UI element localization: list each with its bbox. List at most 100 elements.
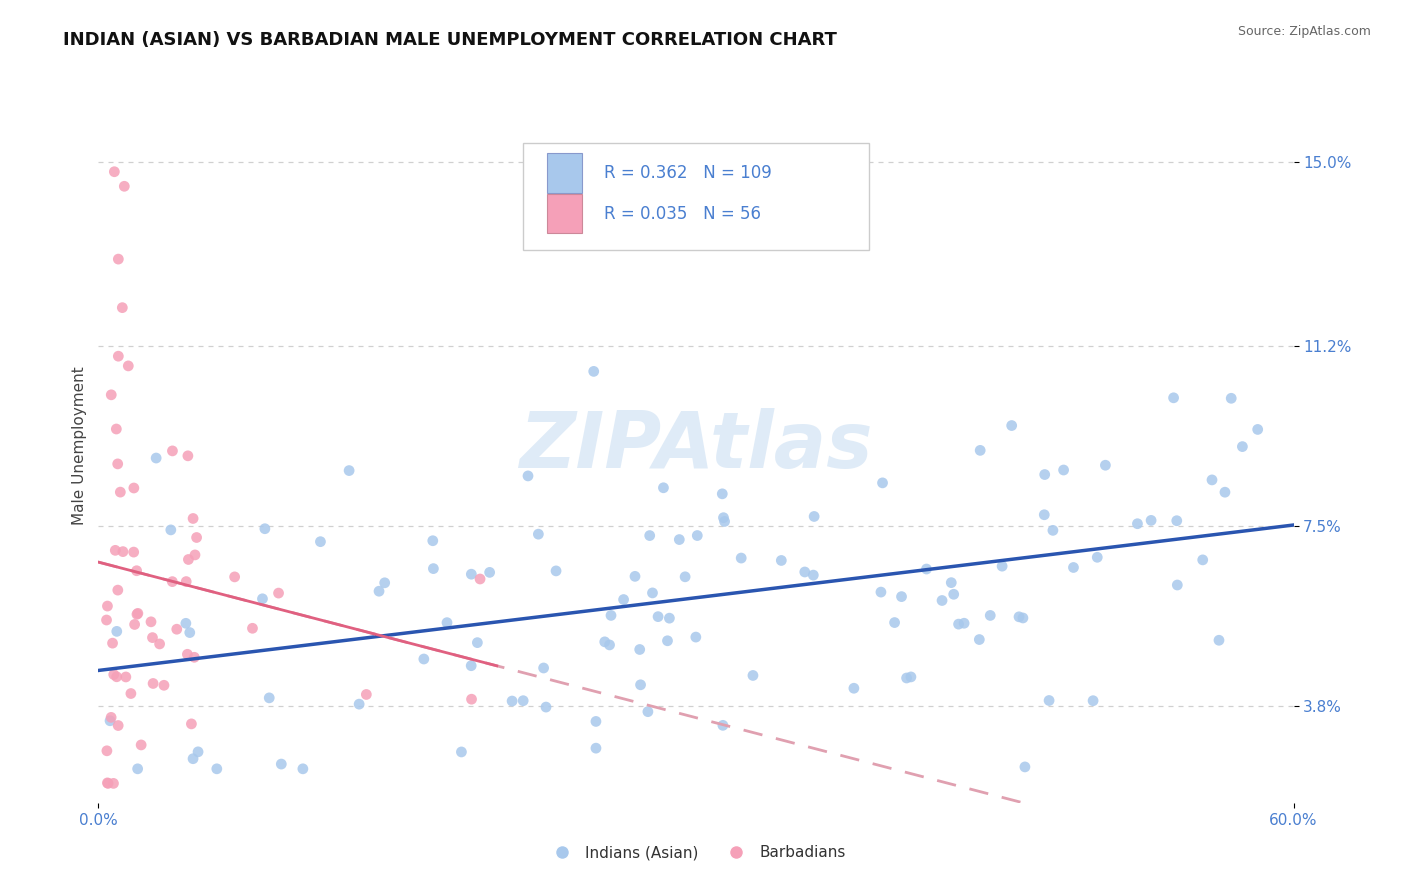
Point <box>613 592 636 607</box>
Point <box>1140 513 1163 527</box>
Point <box>630 678 652 692</box>
Point <box>948 617 970 632</box>
Point <box>96 613 118 627</box>
Point <box>187 745 209 759</box>
Point <box>142 676 165 690</box>
Point <box>657 633 679 648</box>
Y-axis label: Male Unemployment: Male Unemployment <box>72 367 87 525</box>
Point <box>177 449 200 463</box>
Point <box>1163 391 1185 405</box>
Point <box>1042 524 1064 538</box>
Point <box>450 745 472 759</box>
Point <box>149 637 172 651</box>
Point <box>793 565 815 579</box>
Point <box>730 551 752 566</box>
Point <box>890 590 912 604</box>
Point <box>658 611 681 625</box>
Point <box>436 615 458 630</box>
Point <box>153 678 176 692</box>
Point <box>267 586 290 600</box>
Point <box>900 670 922 684</box>
Point <box>115 670 138 684</box>
Point <box>685 630 707 644</box>
Point <box>112 179 135 194</box>
Point <box>139 615 162 629</box>
Point <box>105 670 128 684</box>
Point <box>374 575 396 590</box>
Point <box>478 566 501 580</box>
Point <box>582 364 605 378</box>
Point <box>637 705 659 719</box>
Point <box>501 694 523 708</box>
Point <box>1166 514 1188 528</box>
Point <box>1085 550 1108 565</box>
Point <box>181 752 204 766</box>
Point <box>100 710 122 724</box>
Point <box>1052 463 1074 477</box>
Point <box>742 668 765 682</box>
Point <box>422 533 444 548</box>
Point <box>111 301 134 315</box>
Point <box>141 631 163 645</box>
Point <box>770 553 793 567</box>
Point <box>624 569 647 583</box>
Point <box>842 681 865 696</box>
Point <box>103 776 125 790</box>
Text: R = 0.035   N = 56: R = 0.035 N = 56 <box>605 205 761 223</box>
Point <box>1012 611 1035 625</box>
Point <box>125 607 148 622</box>
Point <box>356 688 378 702</box>
Point <box>883 615 905 630</box>
Point <box>412 652 434 666</box>
Legend: Indians (Asian), Barbadians: Indians (Asian), Barbadians <box>540 839 852 866</box>
Point <box>110 485 132 500</box>
Point <box>98 714 121 728</box>
Point <box>668 533 690 547</box>
Point <box>105 624 128 639</box>
Point <box>1232 440 1254 454</box>
Point <box>107 252 129 266</box>
Point <box>585 741 607 756</box>
Point <box>1126 516 1149 531</box>
Bar <box>547 194 582 234</box>
Point <box>107 718 129 732</box>
Point <box>1220 392 1243 406</box>
Point <box>638 528 661 542</box>
Point <box>127 762 149 776</box>
Point <box>180 717 202 731</box>
Point <box>174 574 197 589</box>
Point <box>1166 578 1188 592</box>
Point <box>585 714 607 729</box>
Point <box>1033 467 1056 482</box>
Point <box>120 687 142 701</box>
Point <box>641 586 664 600</box>
Point <box>1208 633 1230 648</box>
Point <box>117 359 139 373</box>
Point <box>686 528 709 542</box>
Point <box>942 587 965 601</box>
Point <box>368 584 391 599</box>
Point <box>1191 553 1213 567</box>
Point <box>711 487 734 501</box>
Point <box>104 543 127 558</box>
Point <box>600 608 623 623</box>
Point <box>124 617 146 632</box>
Point <box>628 642 651 657</box>
Point <box>915 562 938 576</box>
Point <box>1201 473 1223 487</box>
Point <box>512 694 534 708</box>
Point <box>544 564 567 578</box>
Point <box>122 545 145 559</box>
Point <box>1247 422 1270 436</box>
Point <box>100 388 122 402</box>
Point <box>647 609 669 624</box>
Point <box>257 690 280 705</box>
Point <box>270 757 292 772</box>
Point <box>205 762 228 776</box>
Point <box>107 349 129 363</box>
Point <box>991 559 1014 574</box>
Point <box>713 515 735 529</box>
Point <box>534 700 557 714</box>
Point <box>599 638 621 652</box>
Point <box>107 583 129 598</box>
